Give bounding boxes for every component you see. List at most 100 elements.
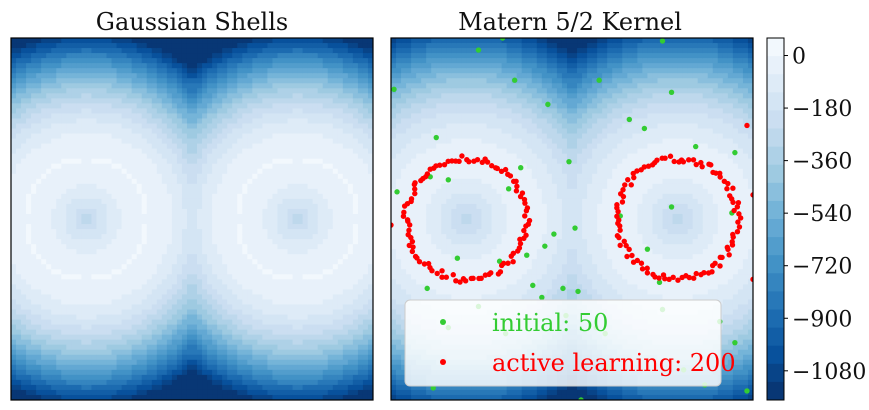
- heatmap-cell: [126, 73, 133, 79]
- heatmap-cell: [332, 309, 339, 316]
- heatmap-cell: [247, 334, 253, 341]
- heatmap-cell: [237, 93, 243, 99]
- heatmap-cell: [16, 249, 22, 255]
- heatmap-cell: [141, 364, 148, 371]
- heatmap-cell: [352, 38, 359, 44]
- heatmap-cell: [307, 224, 314, 230]
- heatmap-cell: [41, 148, 47, 155]
- heatmap-cell: [232, 329, 238, 336]
- heatmap-cell: [292, 48, 299, 54]
- heatmap-cell: [252, 103, 258, 109]
- heatmap-cell: [81, 224, 88, 230]
- heatmap-cell: [237, 379, 243, 386]
- heatmap-cell: [106, 244, 113, 250]
- heatmap-cell: [131, 148, 138, 155]
- heatmap-cell: [161, 279, 168, 285]
- heatmap-cell: [41, 213, 47, 220]
- heatmap-cell: [347, 158, 354, 165]
- heatmap-cell: [186, 128, 193, 135]
- heatmap-cell: [26, 193, 32, 200]
- heatmap-cell: [141, 219, 148, 225]
- heatmap-cell: [307, 128, 314, 135]
- heatmap-cell: [317, 138, 324, 145]
- heatmap-cell: [101, 244, 108, 250]
- heatmap-cell: [81, 394, 88, 400]
- heatmap-cell: [322, 309, 329, 316]
- heatmap-cell: [192, 188, 198, 195]
- heatmap-cell: [217, 88, 223, 94]
- heatmap-cell: [342, 123, 349, 130]
- heatmap-cell: [317, 389, 324, 396]
- heatmap-cell: [352, 224, 359, 230]
- heatmap-cell: [171, 324, 178, 331]
- heatmap-cell: [242, 389, 248, 396]
- heatmap-cell: [96, 279, 103, 285]
- heatmap-cell: [202, 319, 208, 326]
- heatmap-cell: [101, 78, 108, 84]
- heatmap-cell: [26, 118, 32, 125]
- heatmap-cell: [257, 369, 263, 376]
- heatmap-cell: [192, 98, 198, 104]
- heatmap-cell: [262, 113, 269, 120]
- heatmap-cell: [81, 309, 88, 316]
- heatmap-cell: [181, 299, 188, 306]
- heatmap-cell: [292, 148, 299, 155]
- heatmap-cell: [212, 38, 218, 44]
- heatmap-cell: [131, 173, 138, 180]
- heatmap-cell: [71, 68, 77, 74]
- heatmap-cell: [161, 168, 168, 175]
- heatmap-cell: [332, 304, 339, 311]
- heatmap-cell: [96, 234, 103, 240]
- heatmap-cell: [81, 304, 88, 311]
- heatmap-cell: [36, 193, 42, 200]
- heatmap-cell: [352, 339, 359, 346]
- heatmap-cell: [307, 379, 314, 386]
- heatmap-cell: [56, 219, 62, 225]
- heatmap-cell: [227, 163, 233, 170]
- heatmap-cell: [337, 304, 344, 311]
- heatmap-cell: [161, 63, 168, 69]
- heatmap-cell: [307, 329, 314, 336]
- heatmap-cell: [192, 73, 198, 79]
- heatmap-cell: [327, 148, 334, 155]
- heatmap-cell: [322, 203, 329, 210]
- heatmap-cell: [342, 83, 349, 89]
- heatmap-cell: [282, 319, 289, 326]
- heatmap-cell: [86, 229, 93, 235]
- heatmap-cell: [357, 173, 364, 180]
- heatmap-cell: [302, 203, 309, 210]
- heatmap-cell: [91, 379, 98, 386]
- heatmap-cell: [51, 379, 57, 386]
- heatmap-cell: [81, 329, 88, 336]
- heatmap-cell: [202, 193, 208, 200]
- heatmap-cell: [252, 183, 258, 190]
- heatmap-cell: [156, 344, 163, 351]
- heatmap-cell: [192, 48, 198, 54]
- heatmap-cell: [56, 173, 62, 180]
- heatmap-cell: [277, 118, 284, 125]
- heatmap-cell: [31, 123, 37, 130]
- heatmap-cell: [176, 394, 183, 400]
- heatmap-cell: [111, 118, 118, 125]
- heatmap-cell: [347, 143, 354, 150]
- heatmap-cell: [51, 83, 57, 89]
- heatmap-cell: [302, 133, 309, 140]
- heatmap-cell: [317, 289, 324, 296]
- heatmap-cell: [267, 58, 274, 64]
- heatmap-cell: [86, 349, 93, 356]
- heatmap-cell: [192, 53, 198, 59]
- heatmap-cell: [91, 213, 98, 220]
- heatmap-cell: [146, 364, 153, 371]
- heatmap-cell: [207, 389, 213, 396]
- heatmap-cell: [222, 73, 228, 79]
- heatmap-cell: [11, 73, 17, 79]
- heatmap-cell: [272, 279, 279, 285]
- heatmap-cell: [156, 123, 163, 130]
- heatmap-cell: [181, 93, 188, 99]
- heatmap-cell: [332, 264, 339, 270]
- heatmap-cell: [322, 274, 329, 280]
- heatmap-cell: [106, 193, 113, 200]
- heatmap-cell: [247, 168, 253, 175]
- heatmap-cell: [111, 93, 118, 99]
- heatmap-cell: [166, 148, 173, 155]
